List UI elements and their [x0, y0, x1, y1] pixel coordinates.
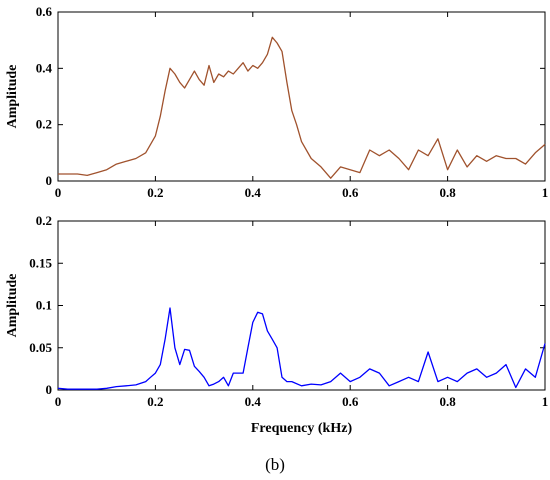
y-tick-label: 0 — [46, 382, 53, 397]
y-tick-label: 0.05 — [29, 340, 52, 355]
x-tick-label: 1 — [542, 185, 549, 200]
x-tick-label: 0.2 — [147, 394, 163, 409]
y-tick-label: 0.2 — [36, 117, 52, 132]
x-tick-label: 0.6 — [342, 394, 359, 409]
x-tick-label: 0.6 — [342, 185, 359, 200]
series-line — [57, 307, 546, 390]
x-tick-label: 0.4 — [245, 394, 262, 409]
x-tick-label: 0.2 — [147, 185, 163, 200]
x-tick-label: 0.8 — [439, 394, 456, 409]
plot-frame — [57, 11, 546, 182]
series-line — [58, 36, 546, 179]
x-tick-label: 0 — [55, 394, 62, 409]
y-tick-label: 0 — [46, 173, 53, 188]
top-chart: 0 0.2 0.4 0.6 0.8 1 0 0.2 0.4 0.6 Amplitude — [5, 4, 548, 200]
figure-caption: (b) — [265, 455, 285, 474]
bottom-chart: 0 0.2 0.4 0.6 0.8 1 0 0.05 0.1 0.15 0.2 Amplitude Fr… — [5, 213, 548, 436]
y-tick-label: 0.1 — [36, 298, 52, 313]
plot-frame — [57, 220, 546, 391]
x-tick-label: 0.8 — [439, 185, 456, 200]
y-tick-label: 0.15 — [29, 255, 52, 270]
y-tick-label: 0.6 — [36, 4, 53, 19]
y-tick-label: 0.2 — [36, 213, 52, 228]
x-tick-label: 0 — [55, 185, 62, 200]
x-axis-label: Frequency (kHz) — [251, 421, 353, 436]
x-tick-label: 0.4 — [245, 185, 262, 200]
x-tick-label: 1 — [542, 394, 549, 409]
y-axis-label: Amplitude — [5, 65, 20, 129]
y-tick-label: 0.4 — [36, 60, 53, 75]
y-axis-label: Amplitude — [5, 274, 20, 338]
